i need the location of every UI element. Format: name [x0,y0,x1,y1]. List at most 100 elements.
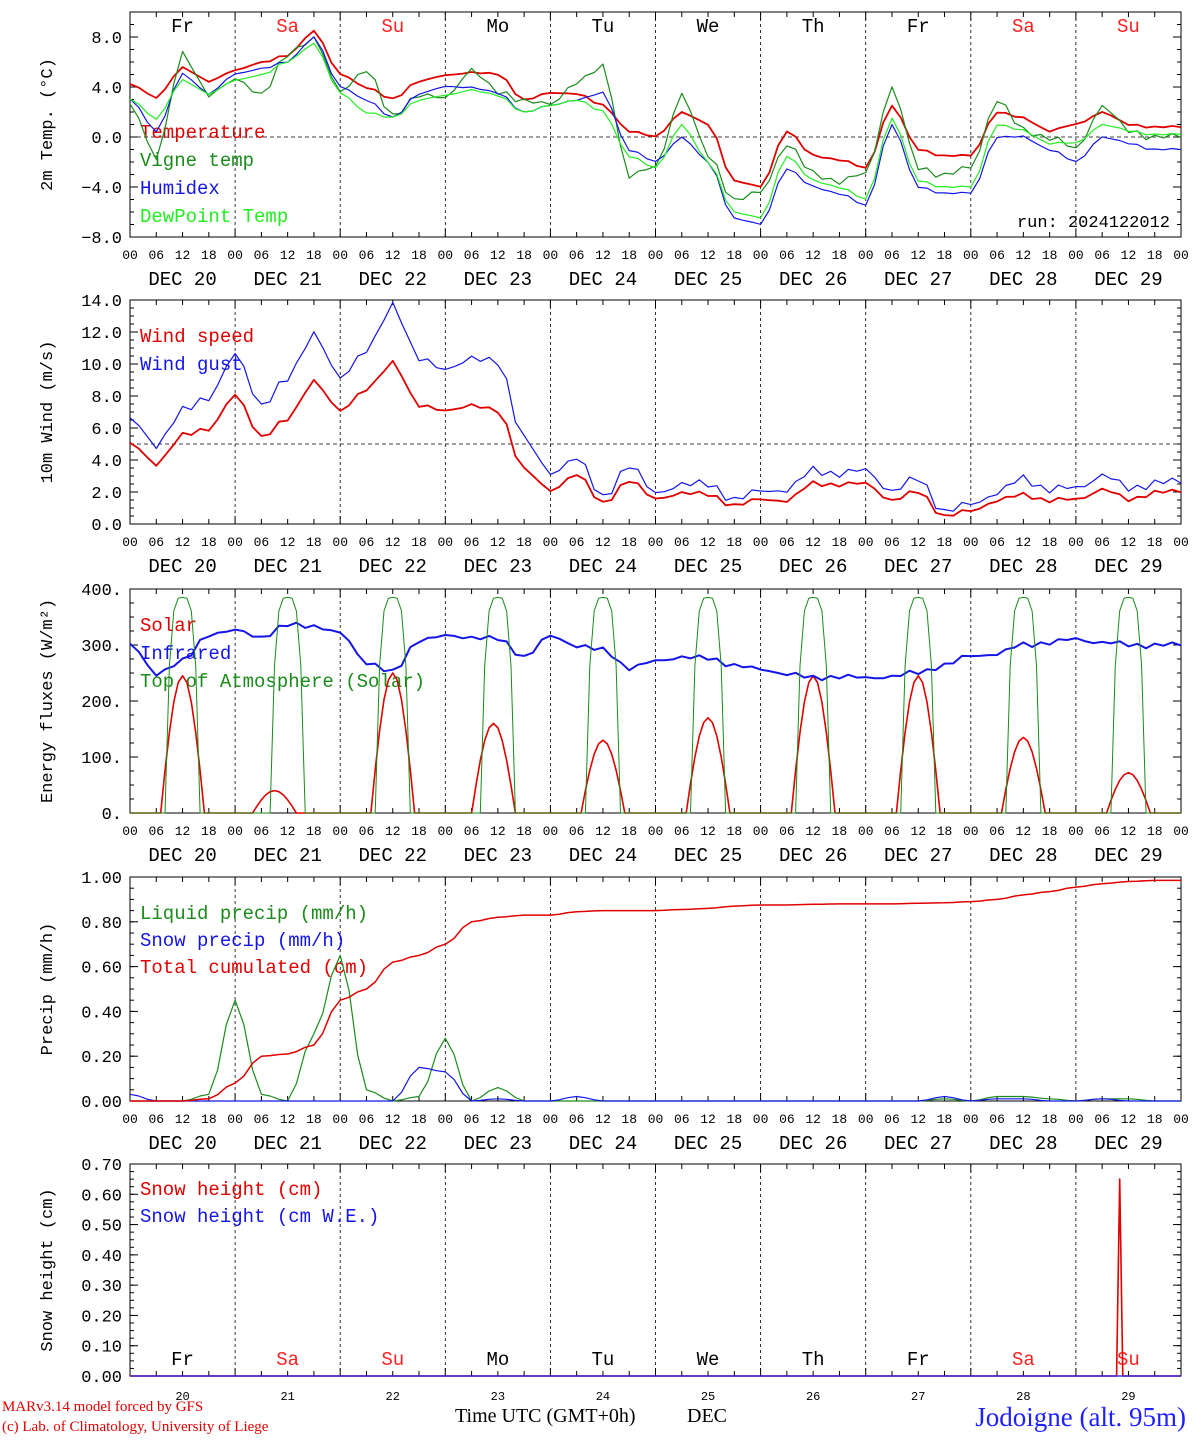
y-tick-label: 0.00 [81,1094,122,1113]
date-label: DEC 26 [779,845,847,867]
date-label: DEC 21 [253,556,321,578]
hour-label: 18 [727,248,743,263]
hour-label: 00 [963,824,979,839]
y-tick-label: 0.70 [81,1157,122,1176]
hour-label: 06 [464,248,480,263]
y-axis-label: Snow height (cm) [39,1188,58,1351]
hour-label: 18 [201,824,217,839]
hour-label: 18 [1042,248,1058,263]
hour-label: 12 [1016,824,1032,839]
date-label: DEC 24 [569,556,637,578]
hour-label: 12 [595,248,611,263]
hour-label: 06 [1094,248,1110,263]
y-tick-label: 0.80 [81,915,122,934]
hour-label: 12 [1121,1112,1137,1127]
date-label: DEC 25 [674,845,742,867]
date-label: DEC 27 [884,269,952,291]
y-axis-label: Energy fluxes (W/m²) [39,599,58,803]
date-label: DEC 24 [569,1133,637,1155]
series-line [129,36,1182,225]
day-of-week-label: Fr [171,16,194,38]
series-line [129,29,1182,188]
hour-label: 00 [648,1112,664,1127]
hour-label: 12 [1016,1112,1032,1127]
hour-label: 06 [148,824,164,839]
hour-label: 18 [727,824,743,839]
hour-label: 06 [148,248,164,263]
station-name: Jodoigne (alt. 95m) [975,1402,1186,1432]
hour-label: 06 [989,248,1005,263]
hour-label: 12 [805,535,821,550]
legend-entry: Infrared [140,643,231,665]
hour-label: 00 [858,535,874,550]
hour-label: 18 [516,248,532,263]
y-tick-label: 0.0 [91,517,122,536]
hour-label: 12 [385,1112,401,1127]
hour-label: 00 [437,1112,453,1127]
hour-label: 12 [1121,824,1137,839]
hour-label: 12 [490,1112,506,1127]
hour-label: 12 [700,824,716,839]
hour-label: 06 [464,824,480,839]
hour-label: 00 [437,535,453,550]
hour-label: 06 [569,1112,585,1127]
hour-label: 00 [1173,824,1189,839]
day-number-label: 27 [911,1390,925,1400]
hour-label: 06 [1094,535,1110,550]
hour-label: 18 [1147,248,1163,263]
hour-label: 12 [910,248,926,263]
legend-entry: Temperature [140,122,265,144]
day-of-week-label: Mo [486,1349,509,1371]
panel-frame [129,588,1182,814]
date-label: DEC 28 [989,556,1057,578]
legend-entry: Liquid precip (mm/h) [140,903,368,925]
y-tick-label: 0.20 [81,1308,122,1327]
hour-label: 06 [884,1112,900,1127]
hour-label: 00 [753,535,769,550]
hour-label: 06 [359,535,375,550]
hour-label: 00 [122,248,138,263]
x-axis-month: DEC [687,1405,727,1427]
hour-label: 18 [201,535,217,550]
hour-label: 12 [910,824,926,839]
hour-label: 06 [674,824,690,839]
hour-label: 06 [359,1112,375,1127]
hour-label: 12 [385,824,401,839]
hour-label: 12 [280,248,296,263]
day-of-week-label: Su [381,1349,404,1371]
hour-label: 00 [122,1112,138,1127]
hour-label: 18 [306,535,322,550]
hour-label: 00 [122,535,138,550]
hour-label: 06 [1094,824,1110,839]
hour-label: 00 [543,824,559,839]
hour-label: 06 [989,1112,1005,1127]
date-label: DEC 25 [674,269,742,291]
hour-label: 18 [306,1112,322,1127]
date-label: DEC 27 [884,556,952,578]
y-tick-label: 0.10 [81,1339,122,1358]
date-label: DEC 29 [1094,1133,1162,1155]
y-tick-label: −4.0 [81,180,122,199]
run-annotation: run: 2024122012 [1017,214,1170,233]
hour-label: 06 [779,1112,795,1127]
series-line [129,621,1182,682]
hour-label: 06 [464,535,480,550]
date-label: DEC 22 [359,1133,427,1155]
hour-label: 06 [359,248,375,263]
hour-label: 00 [963,248,979,263]
date-label: DEC 27 [884,1133,952,1155]
hour-label: 00 [858,248,874,263]
date-label: DEC 20 [148,1133,216,1155]
y-tick-label: 8.0 [91,30,122,49]
hour-label: 12 [175,248,191,263]
hour-label: 18 [937,535,953,550]
hour-label: 06 [989,824,1005,839]
legend-entry: Solar [140,615,197,637]
hour-label: 00 [122,824,138,839]
date-label: DEC 20 [148,845,216,867]
hour-label: 18 [306,824,322,839]
date-label: DEC 26 [779,556,847,578]
day-number-label: 21 [280,1390,294,1400]
day-of-week-label: Tu [592,1349,615,1371]
hour-label: 18 [832,248,848,263]
